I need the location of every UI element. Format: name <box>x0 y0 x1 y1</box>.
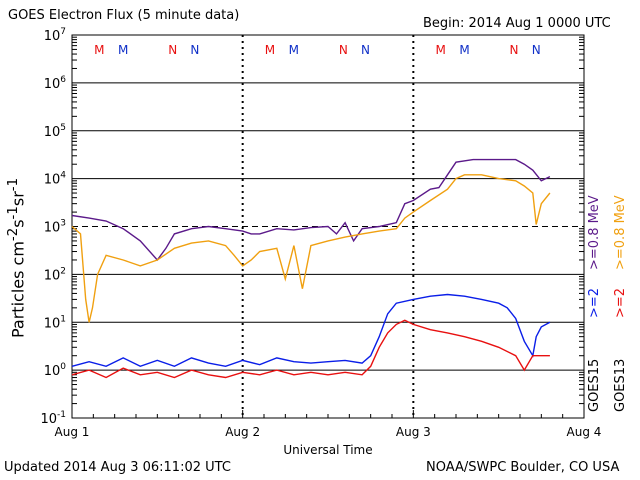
x-tick-label: Aug 1 <box>55 425 90 439</box>
x-tick-label: Aug 3 <box>396 425 431 439</box>
x-axis-label: Universal Time <box>283 443 372 457</box>
begin-time: Begin: 2014 Aug 1 0000 UTC <box>423 16 611 31</box>
credit-text: NOAA/SWPC Boulder, CO USA <box>426 460 620 475</box>
y-tick-label: 104 <box>44 171 67 188</box>
y-tick-label: 106 <box>44 75 67 92</box>
y-tick-label: 103 <box>44 219 66 236</box>
legend-goes15-2mev: >=2 <box>587 287 602 318</box>
legend-goes13-2mev: >=2 <box>613 287 628 318</box>
mn-marker: N <box>532 43 541 57</box>
y-tick-label: 105 <box>44 123 66 140</box>
mn-marker: N <box>190 43 199 57</box>
legend-goes15-08mev: >=0.8 MeV <box>587 195 602 270</box>
chart-title: GOES Electron Flux (5 minute data) <box>8 8 240 23</box>
updated-timestamp: Updated 2014 Aug 3 06:11:02 UTC <box>4 460 231 475</box>
legend-goes13-08mev: >=0.8 MeV <box>613 195 628 270</box>
series-g15_08 <box>71 158 551 262</box>
mn-marker: M <box>459 43 469 57</box>
series-g13_08 <box>71 174 551 323</box>
mn-marker: M <box>435 43 445 57</box>
y-tick-label: 101 <box>44 314 66 331</box>
mn-marker: N <box>361 43 370 57</box>
mn-marker: N <box>339 43 348 57</box>
series-g15_2 <box>71 293 551 368</box>
legend-goes15: GOES15 <box>587 358 602 412</box>
mn-marker: M <box>118 43 128 57</box>
mn-marker: M <box>265 43 275 57</box>
x-tick-label: Aug 2 <box>225 425 260 439</box>
x-tick-label: Aug 4 <box>567 425 602 439</box>
mn-marker: M <box>289 43 299 57</box>
y-tick-label: 102 <box>44 266 66 283</box>
legend-goes13: GOES13 <box>613 358 628 412</box>
mn-marker: N <box>168 43 177 57</box>
mn-marker: N <box>510 43 519 57</box>
series-g13_2 <box>71 319 550 379</box>
y-tick-label: 107 <box>44 27 66 44</box>
mn-marker: M <box>94 43 104 57</box>
y-tick-label: 100 <box>44 362 67 379</box>
